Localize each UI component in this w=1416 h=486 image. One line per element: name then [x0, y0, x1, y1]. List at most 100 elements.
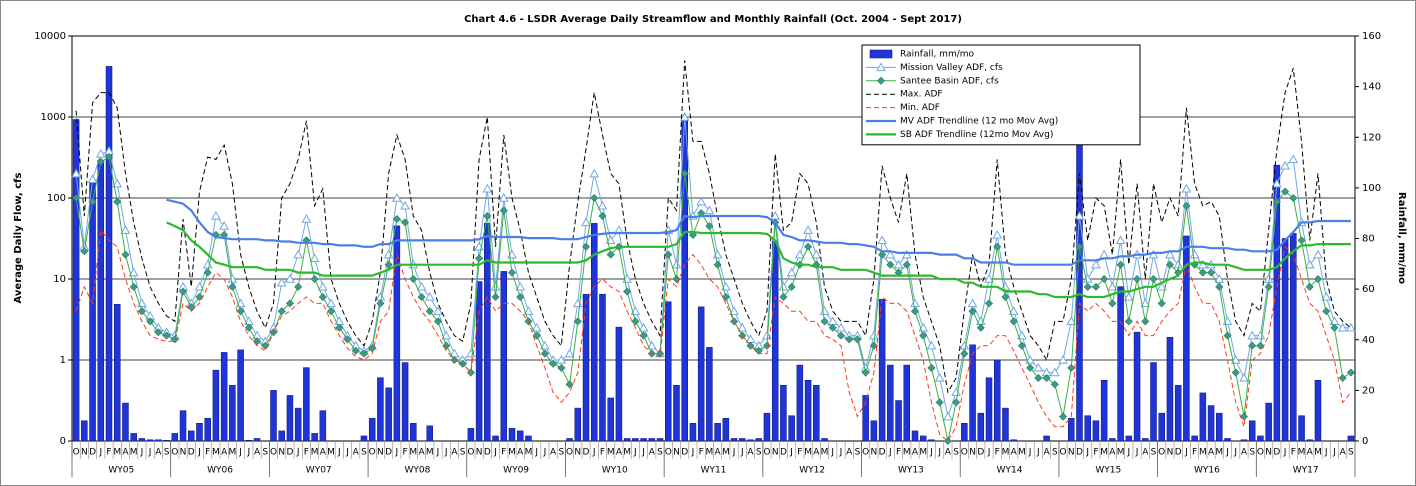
- rain-bar: [278, 430, 285, 442]
- marker: [721, 292, 730, 301]
- marker: [531, 322, 542, 332]
- x-tick-label: A: [1044, 448, 1051, 458]
- marker: [392, 192, 402, 202]
- marker: [499, 206, 508, 215]
- marker: [1189, 249, 1200, 259]
- rain-bar: [1248, 420, 1256, 442]
- x-tick-label: A: [517, 448, 524, 458]
- rain-bar: [607, 397, 614, 442]
- series-line: [75, 60, 1352, 394]
- rain-bar: [714, 423, 721, 442]
- rain-bar: [253, 438, 261, 442]
- rain-bar: [878, 299, 886, 442]
- x-tick-label: N: [1068, 448, 1075, 458]
- x-tick-label: N: [377, 448, 384, 458]
- marker: [1346, 322, 1356, 332]
- legend-label: MV ADF Trendline (12 mo Mov Avg): [900, 117, 1058, 127]
- x-tick-label: A: [649, 448, 656, 458]
- rain-bar: [697, 306, 705, 442]
- rain-bar: [229, 385, 236, 442]
- marker: [301, 214, 312, 223]
- chart-title: Chart 4.6 - LSDR Average Daily Streamflo…: [464, 14, 962, 25]
- rain-bar: [969, 344, 976, 442]
- marker: [1008, 306, 1019, 315]
- rain-bar: [1183, 235, 1190, 442]
- x-tick-label: J: [789, 448, 793, 458]
- marker: [1165, 249, 1175, 259]
- marker: [1272, 178, 1282, 188]
- marker: [671, 259, 682, 269]
- marker: [886, 260, 895, 269]
- marker: [515, 281, 526, 291]
- x-tick-label: J: [534, 448, 538, 458]
- rain-bar: [1002, 407, 1009, 442]
- marker: [1083, 282, 1092, 291]
- x-tick-label: F: [205, 448, 210, 458]
- x-tick-label: A: [813, 448, 820, 458]
- rain-bar: [467, 428, 475, 442]
- marker: [1074, 210, 1085, 220]
- x-tick-label: O: [1158, 448, 1165, 458]
- x-tick-label: J: [740, 448, 744, 458]
- marker: [639, 331, 648, 340]
- rain-bar: [623, 438, 631, 442]
- marker: [820, 317, 829, 326]
- rain-bar: [377, 377, 384, 442]
- rain-bar: [122, 402, 129, 442]
- marker: [1264, 282, 1273, 291]
- x-tick-label: O: [1257, 448, 1264, 458]
- rain-bar: [105, 66, 113, 442]
- marker: [1001, 292, 1010, 301]
- rain-bar: [237, 349, 244, 442]
- x-group-label: WY07: [306, 466, 332, 476]
- marker: [581, 242, 591, 251]
- x-tick-label: J: [732, 448, 736, 458]
- marker: [1182, 201, 1191, 210]
- marker: [943, 436, 952, 446]
- marker: [1116, 260, 1125, 269]
- x-tick-label: M: [903, 448, 911, 458]
- x-tick-label: F: [1093, 448, 1098, 458]
- marker: [1231, 368, 1240, 377]
- marker: [1107, 281, 1118, 291]
- marker: [424, 291, 435, 301]
- marker: [565, 380, 574, 389]
- x-group-label: WY17: [1293, 466, 1319, 476]
- legend-label: Santee Basin ADF, cfs: [900, 76, 999, 86]
- y2-tick-label: 20: [1362, 385, 1375, 396]
- x-tick-label: S: [164, 448, 170, 458]
- x-tick-label: M: [228, 448, 236, 458]
- marker: [713, 260, 722, 269]
- rain-bar: [747, 439, 754, 442]
- marker: [1173, 259, 1184, 269]
- x-tick-label: A: [254, 448, 261, 458]
- x-tick-label: M: [804, 448, 812, 458]
- marker: [491, 292, 500, 301]
- x-tick-label: J: [1036, 448, 1040, 458]
- marker: [811, 249, 822, 259]
- marker: [549, 359, 558, 368]
- marker: [876, 62, 886, 72]
- marker: [475, 254, 484, 263]
- rain-bar: [1092, 420, 1100, 442]
- x-tick-label: M: [1002, 448, 1010, 458]
- rain-bar: [993, 359, 1001, 442]
- marker: [910, 298, 920, 308]
- marker: [211, 210, 221, 220]
- marker: [516, 292, 525, 301]
- y2-tick-label: 140: [1362, 82, 1381, 93]
- x-tick-label: N: [969, 448, 976, 458]
- x-tick-label: J: [1127, 448, 1131, 458]
- marker: [523, 306, 534, 315]
- x-tick-label: J: [830, 448, 834, 458]
- marker: [359, 349, 368, 358]
- x-tick-label: A: [122, 448, 129, 458]
- marker: [120, 225, 131, 234]
- rain-bar: [475, 281, 483, 442]
- x-tick-label: J: [140, 448, 144, 458]
- rain-bar: [804, 380, 812, 442]
- x-tick-label: J: [929, 448, 933, 458]
- marker: [1255, 330, 1266, 340]
- marker: [1067, 363, 1076, 372]
